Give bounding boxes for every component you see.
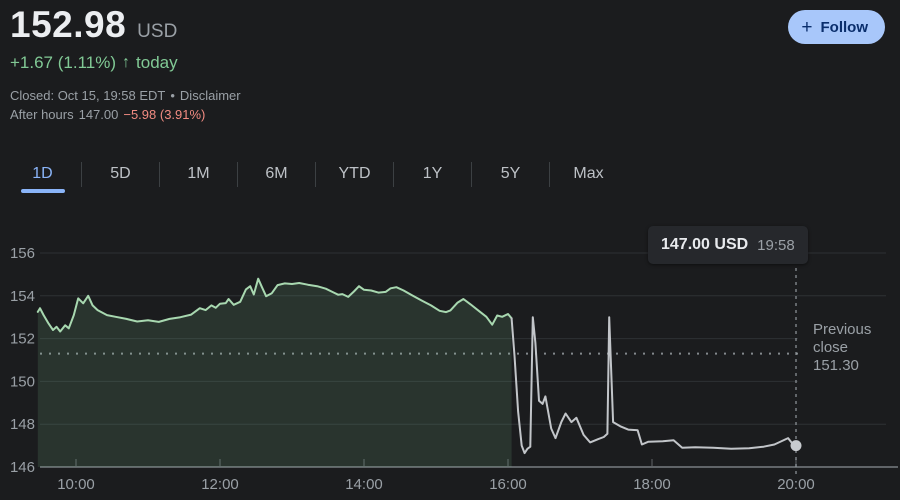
previous-close-label: Previous close [813,321,872,356]
tab-separator [81,161,82,187]
last-price-dot [790,440,802,452]
x-axis-label: 16:00 [489,476,527,493]
disclaimer-link[interactable]: Disclaimer [179,88,241,103]
tab-ytd-label: YTD [338,165,371,182]
quote-header: 152.98 USD +1.67 (1.11%) ↑ today Closed:… [10,2,241,124]
after-hours-row: After hours 147.00 −5.98 (3.91%) [10,105,241,124]
tab-separator [237,161,238,187]
tab-5d[interactable]: 5D [92,157,149,191]
tab-separator [315,161,316,187]
tab-1d-label: 1D [32,165,53,182]
tab-1y-label: 1Y [422,165,443,182]
follow-button-label: Follow [820,18,869,36]
active-tab-underline [20,189,65,193]
tab-6m[interactable]: 6M [248,157,305,191]
price-change-row: +1.67 (1.11%) ↑ today [10,53,241,73]
plus-icon: + [801,16,813,38]
regular-session-line [36,277,513,333]
y-axis-label: 148 [10,416,35,433]
currency-label: USD [137,21,178,42]
closed-status: Closed: Oct 15, 19:58 EDT [10,88,166,103]
previous-close-annotation: Previous close 151.30 [813,321,893,375]
y-axis-label: 152 [10,331,35,348]
tab-max[interactable]: Max [560,157,617,191]
tab-1d[interactable]: 1D [14,157,71,193]
y-axis-label: 156 [10,245,35,262]
regular-session-area [37,278,512,467]
tab-6m-label: 6M [265,165,288,182]
tab-separator [471,161,472,187]
tab-separator [159,161,160,187]
y-axis-label: 150 [10,373,35,390]
chart-tooltip: 147.00 USD 19:58 [648,226,808,264]
tooltip-price: 147.00 USD [661,236,749,253]
tab-1m-label: 1M [187,165,210,182]
x-axis-label: 10:00 [57,476,95,493]
current-price: 152.98 [10,4,127,45]
after-hours-label: After hours [10,107,74,122]
price-row: 152.98 USD [10,2,241,48]
x-axis-label: 14:00 [345,476,383,493]
tab-ytd[interactable]: YTD [326,157,383,191]
x-axis-label: 20:00 [777,476,815,493]
tooltip-time: 19:58 [757,236,795,254]
after-hours-change: −5.98 (3.91%) [123,107,206,122]
dot-separator: • [170,88,175,103]
x-axis-label: 12:00 [201,476,239,493]
time-range-tabs: 1D 5D 1M 6M YTD 1Y 5Y Max [4,155,627,193]
tab-5d-label: 5D [110,165,131,182]
after-hours-line [510,316,797,455]
tab-5y-label: 5Y [500,165,521,182]
tab-separator [393,161,394,187]
tab-5y[interactable]: 5Y [482,157,539,191]
arrow-up-icon: ↑ [122,54,131,71]
after-hours-price: 147.00 [78,107,119,122]
y-axis-label: 154 [10,288,35,305]
tab-separator [549,161,550,187]
tab-max-label: Max [573,165,604,182]
previous-close-value: 151.30 [813,357,859,374]
x-axis-label: 18:00 [633,476,671,493]
market-status-row: Closed: Oct 15, 19:58 EDT • Disclaimer [10,86,241,105]
follow-button[interactable]: + Follow [788,10,885,44]
price-change: +1.67 (1.11%) [10,53,117,72]
tab-1m[interactable]: 1M [170,157,227,191]
y-axis-label: 146 [10,459,35,476]
change-period: today [136,53,178,72]
tab-1y[interactable]: 1Y [404,157,461,191]
